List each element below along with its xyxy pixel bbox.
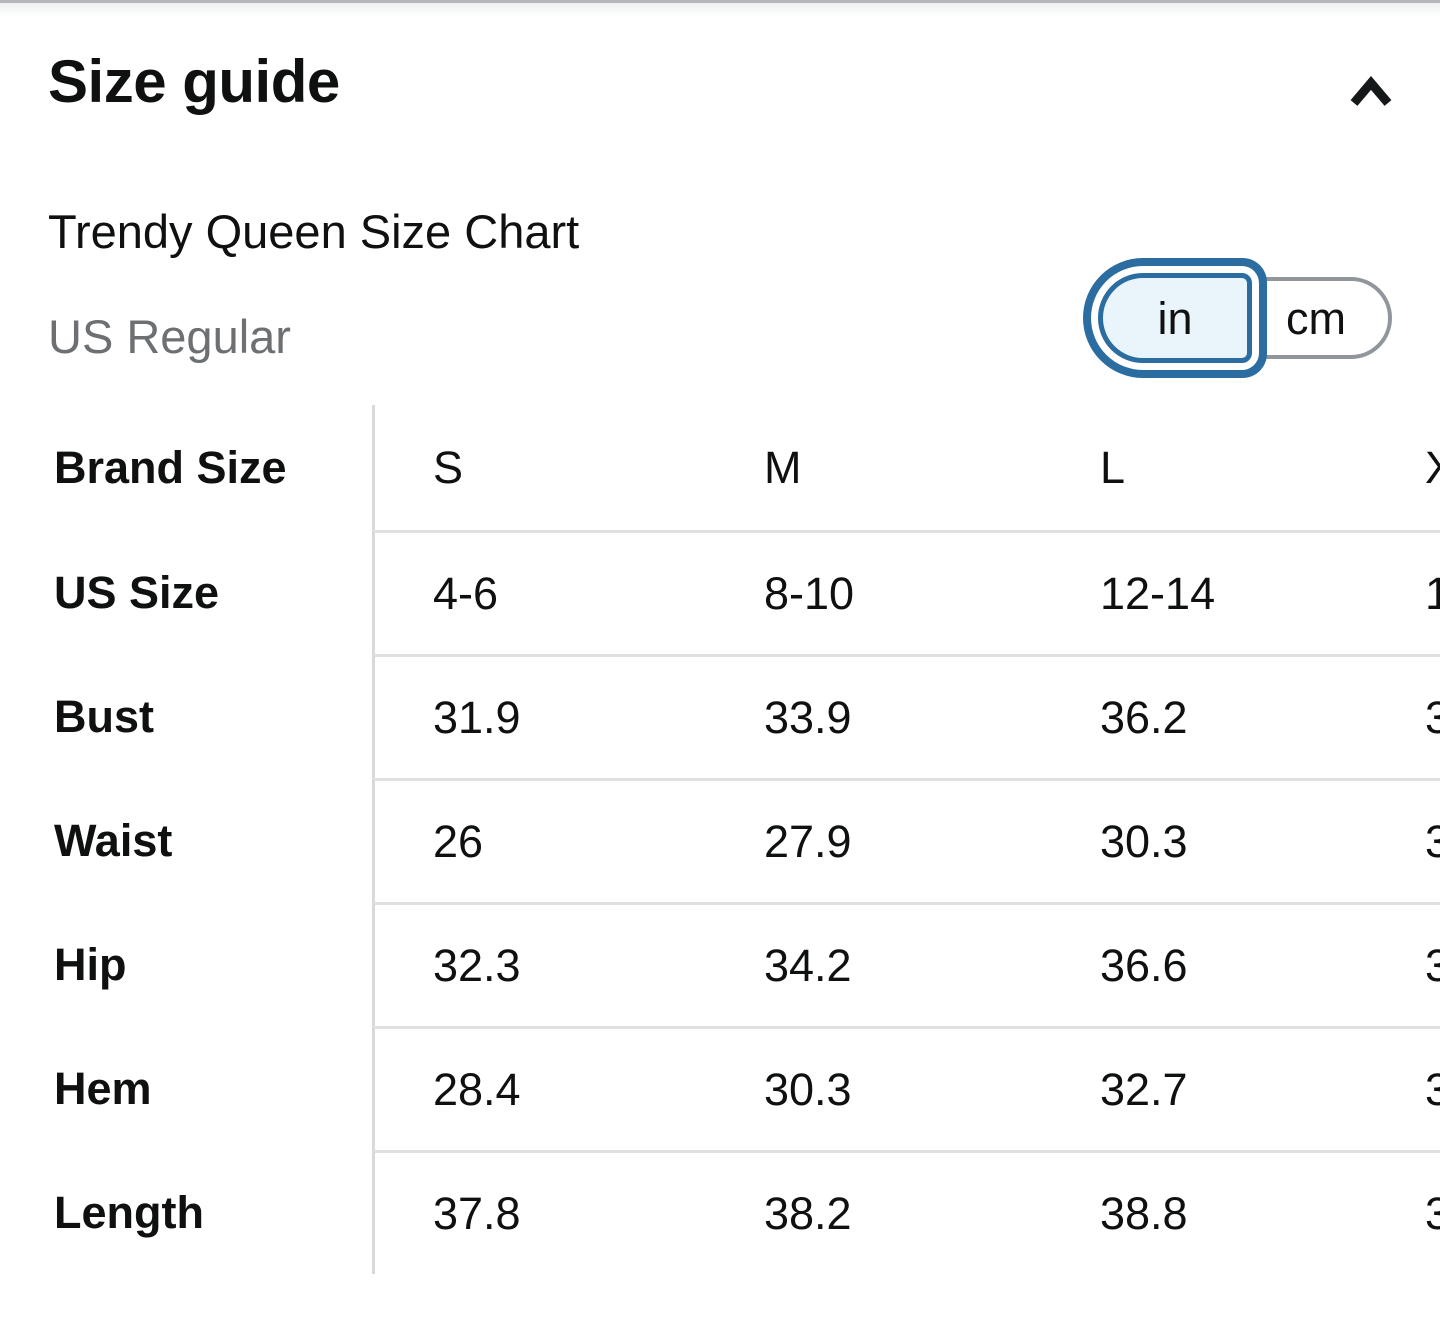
table-row-hem: Hem 28.4 30.3 32.7 35 bbox=[0, 1026, 1440, 1150]
table-row-length: Length 37.8 38.2 38.8 39.4 bbox=[0, 1150, 1440, 1274]
unit-in-button[interactable]: in bbox=[1098, 273, 1252, 363]
table-cell: 38.8 bbox=[1042, 1150, 1376, 1274]
row-header-brand-size: Brand Size bbox=[54, 442, 287, 493]
table-cell: 37.8 bbox=[372, 1150, 706, 1274]
table-cell: 32.7 bbox=[1042, 1026, 1376, 1150]
table-cell: 38.2 bbox=[706, 1150, 1042, 1274]
table-row-hip: Hip 32.3 34.2 36.6 39 bbox=[0, 902, 1440, 1026]
col-header-xl: XL bbox=[1376, 405, 1440, 530]
fit-type-label: US Regular bbox=[48, 310, 291, 363]
row-header-hip: Hip bbox=[54, 938, 127, 990]
table-cell: 30.3 bbox=[1042, 778, 1376, 902]
table-cell: 32.3 bbox=[372, 902, 706, 1026]
table-row-bust: Bust 31.9 33.9 36.2 38.6 bbox=[0, 654, 1440, 778]
table-cell: 33.1 bbox=[1376, 778, 1440, 902]
chart-title: Trendy Queen Size Chart bbox=[48, 205, 580, 258]
table-cell: 26 bbox=[372, 778, 706, 902]
table-cell: 4-6 bbox=[372, 530, 706, 654]
col-header-m: M bbox=[764, 442, 802, 493]
table-row-waist: Waist 26 27.9 30.3 33.1 bbox=[0, 778, 1440, 902]
table-cell: 35 bbox=[1376, 1026, 1440, 1150]
table-cell: 27.9 bbox=[706, 778, 1042, 902]
table-cell: 28.4 bbox=[372, 1026, 706, 1150]
table-cell: 33.9 bbox=[706, 654, 1042, 778]
row-header-hem: Hem bbox=[54, 1062, 152, 1114]
table-cell: 36.6 bbox=[1042, 902, 1376, 1026]
row-header-waist: Waist bbox=[54, 814, 173, 866]
unit-cm-button[interactable]: cm bbox=[1240, 277, 1392, 359]
table-row-us-size: US Size 4-6 8-10 12-14 16-18 bbox=[0, 530, 1440, 654]
col-header-s: S bbox=[372, 405, 706, 530]
chevron-up-icon bbox=[1350, 75, 1392, 106]
table-cell: 31.9 bbox=[372, 654, 706, 778]
table-cell: 12-14 bbox=[1042, 530, 1376, 654]
table-header-row: Brand Size S M L XL bbox=[0, 405, 1440, 530]
panel-top-divider bbox=[0, 0, 1440, 17]
row-header-length: Length bbox=[54, 1186, 204, 1238]
table-cell: 39 bbox=[1376, 902, 1440, 1026]
table-cell: 38.6 bbox=[1376, 654, 1440, 778]
table-cell: 36.2 bbox=[1042, 654, 1376, 778]
table-cell: 34.2 bbox=[706, 902, 1042, 1026]
table-cell: 16-18 bbox=[1376, 530, 1440, 654]
table-cell: 39.4 bbox=[1376, 1150, 1440, 1274]
row-header-us-size: US Size bbox=[54, 566, 220, 618]
table-cell: 30.3 bbox=[706, 1026, 1042, 1150]
collapse-button[interactable] bbox=[1348, 70, 1394, 112]
row-header-bust: Bust bbox=[54, 690, 154, 742]
table-cell: 8-10 bbox=[706, 530, 1042, 654]
page-title: Size guide bbox=[48, 48, 340, 115]
size-chart-table: Brand Size S M L XL US Size 4-6 8-10 12-… bbox=[0, 405, 1440, 1274]
col-header-l: L bbox=[1100, 442, 1126, 493]
